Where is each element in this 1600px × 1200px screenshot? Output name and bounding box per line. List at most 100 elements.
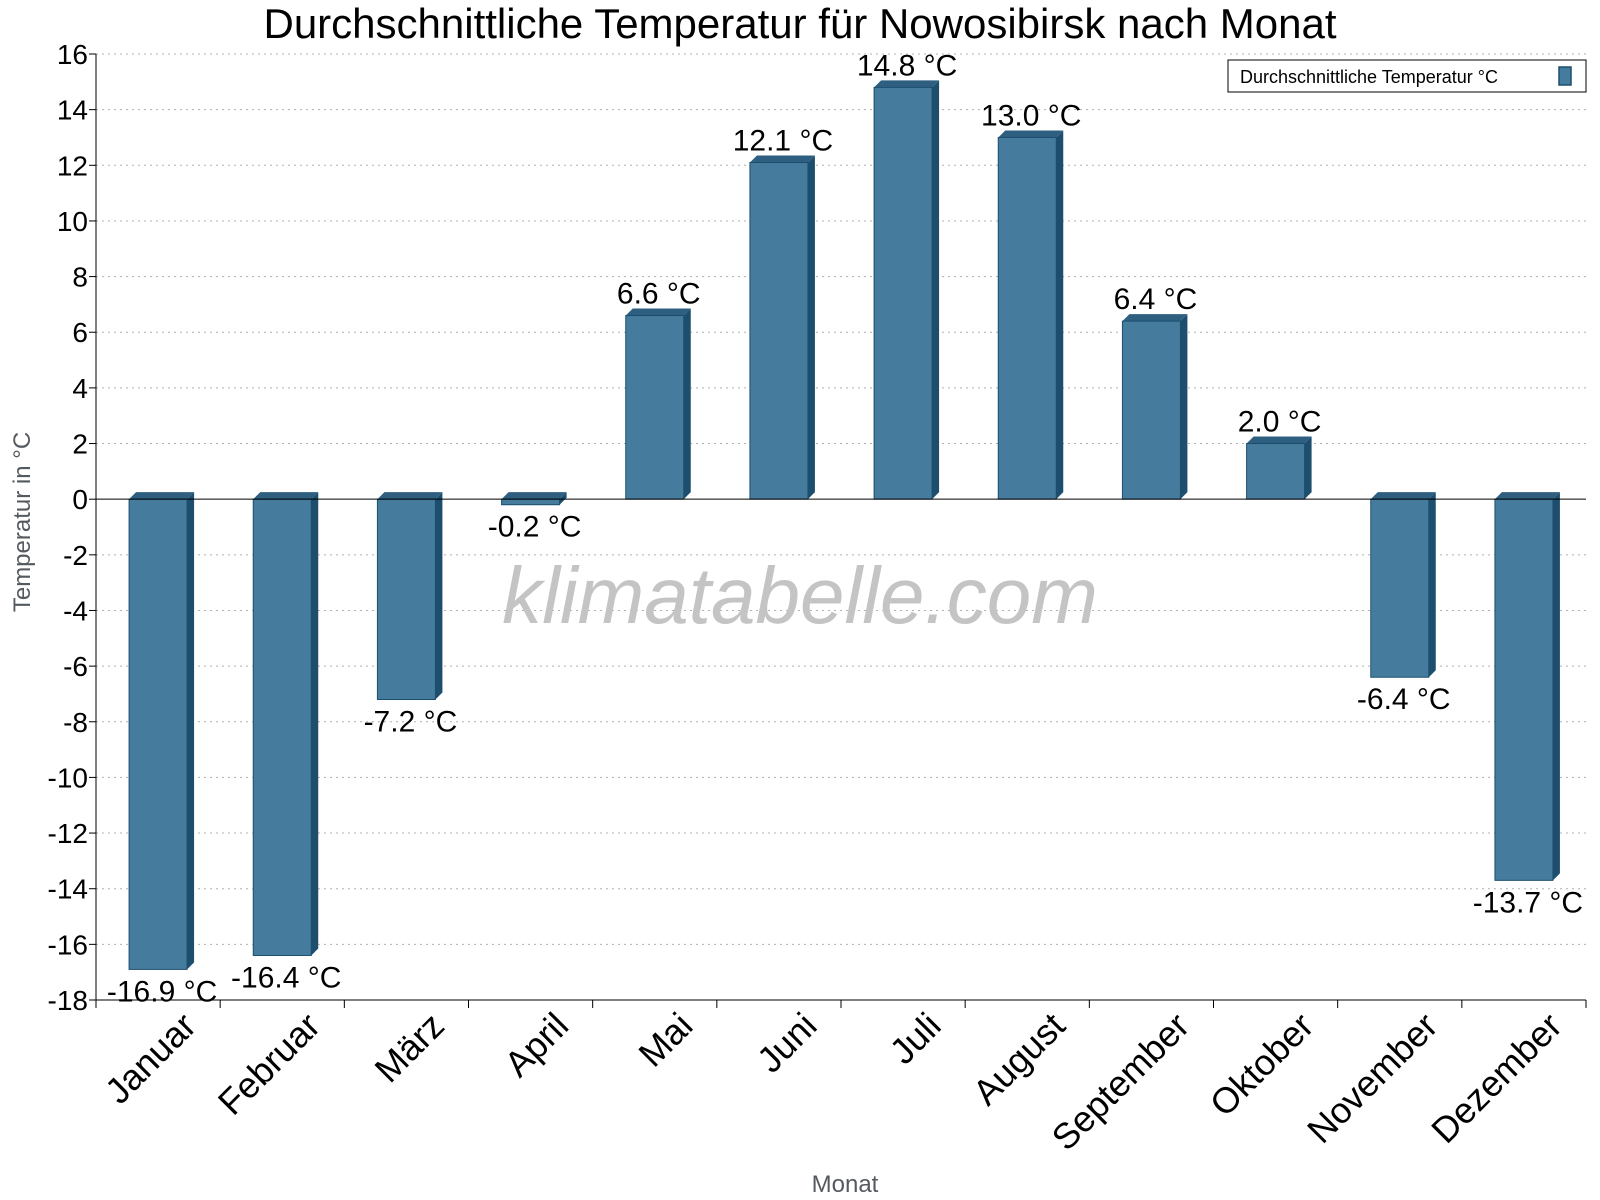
y-tick-label: -2 <box>63 540 88 571</box>
data-label: 6.4 °C <box>1114 283 1198 316</box>
x-category-label: November <box>1299 1005 1445 1151</box>
data-label: -0.2 °C <box>488 511 582 544</box>
bar-side <box>559 492 567 505</box>
y-tick-label: -12 <box>48 818 88 849</box>
bar-top <box>377 492 443 500</box>
bar-side <box>187 492 195 970</box>
bar-6 <box>749 155 815 500</box>
bar-side <box>1180 314 1188 500</box>
y-tick-label: -8 <box>63 707 88 738</box>
bar-face <box>128 498 188 970</box>
data-labels: -16.9 °C -16.4 °C -7.2 °C -0.2 °C 6.6 °C 12.1… <box>107 49 1583 1008</box>
chart-title: Durchschnittliche Temperatur für Nowosib… <box>263 0 1336 47</box>
data-label: 2.0 °C <box>1238 406 1322 439</box>
bar-7 <box>873 80 940 500</box>
bar-face <box>376 498 436 701</box>
bar-side <box>807 155 815 500</box>
y-tick-label: 0 <box>72 484 88 515</box>
bar-side <box>683 308 691 500</box>
bar-top <box>253 492 319 500</box>
x-category-label: Juli <box>882 1005 949 1072</box>
watermark: klimatabelle.com <box>502 551 1098 640</box>
bar-side <box>435 492 443 700</box>
y-tick-label: 12 <box>57 150 88 181</box>
x-category-label: Juni <box>749 1005 825 1081</box>
x-category-label: Oktober <box>1202 1005 1322 1125</box>
bar-top <box>501 492 567 500</box>
y-tick-label: -4 <box>63 595 88 626</box>
bar-face <box>252 498 312 956</box>
bar-face <box>501 498 561 506</box>
x-axis-title: Monat <box>812 1171 879 1198</box>
x-category-label: April <box>496 1005 576 1085</box>
y-tick-label: 16 <box>57 39 88 70</box>
bar-1 <box>128 492 195 970</box>
legend-swatch <box>1558 66 1572 86</box>
data-label: -16.9 °C <box>107 975 217 1008</box>
grid-lines <box>96 53 1586 1001</box>
data-label: 14.8 °C <box>857 49 957 82</box>
data-label: -6.4 °C <box>1357 683 1451 716</box>
legend-box <box>1227 59 1587 93</box>
bar-3 <box>376 492 443 701</box>
data-label: 12.1 °C <box>733 125 833 158</box>
bar-4 <box>501 492 567 506</box>
bar-top <box>129 492 195 500</box>
y-tick-label: -6 <box>63 651 88 682</box>
bar-11 <box>1370 492 1436 678</box>
data-label: -16.4 °C <box>231 961 341 994</box>
y-tick-label: -16 <box>48 929 88 960</box>
bar-face <box>997 136 1057 500</box>
bar-9 <box>1121 314 1188 500</box>
bar-face <box>1494 498 1554 881</box>
bar-side <box>932 80 940 500</box>
bar-top <box>1370 492 1436 500</box>
x-category-label: August <box>965 1005 1073 1113</box>
x-category-label: Mai <box>630 1005 700 1075</box>
x-category-label: Dezember <box>1423 1005 1569 1151</box>
y-tick-label: -10 <box>48 762 88 793</box>
bar-side <box>1428 492 1436 678</box>
bar-side <box>311 492 319 956</box>
bar-face <box>1121 320 1181 500</box>
bar-2 <box>252 492 319 956</box>
legend: Durchschnittliche Temperatur °C <box>1227 59 1587 93</box>
bar-8 <box>997 130 1064 500</box>
data-label: -13.7 °C <box>1473 886 1583 919</box>
bar-face <box>1246 443 1306 500</box>
bar-top <box>1246 436 1312 444</box>
bar-side <box>1552 492 1560 881</box>
bar-12 <box>1494 492 1560 881</box>
bar-top <box>1122 314 1188 322</box>
bar-10 <box>1246 436 1312 500</box>
x-category-label: Januar <box>97 1005 204 1112</box>
x-category-label: März <box>367 1005 453 1091</box>
bar-side <box>1304 436 1312 500</box>
bars <box>128 80 1560 970</box>
x-category-label: Februar <box>210 1005 328 1123</box>
bar-face <box>749 162 809 500</box>
bar-face <box>1370 498 1430 678</box>
y-tick-label: 10 <box>57 206 88 237</box>
y-tick-label: -14 <box>48 874 88 905</box>
data-label: -7.2 °C <box>364 706 458 739</box>
bar-top <box>1494 492 1560 500</box>
data-label: 6.6 °C <box>617 278 701 311</box>
bar-5 <box>625 308 691 500</box>
legend-entry-label: Durchschnittliche Temperatur °C <box>1240 67 1498 87</box>
y-tick-label: 2 <box>72 429 88 460</box>
y-tick-label: 4 <box>72 373 88 404</box>
bar-face <box>625 315 685 500</box>
bar-top <box>998 130 1064 138</box>
y-tick-label: -18 <box>48 985 88 1016</box>
bar-side <box>1056 130 1064 500</box>
bar-top <box>625 308 691 316</box>
y-tick-label: 6 <box>72 317 88 348</box>
bar-face <box>873 86 933 500</box>
bar-top <box>874 80 940 88</box>
y-axis-title: Temperatur in °C <box>9 432 36 612</box>
y-tick-label: 14 <box>57 95 88 126</box>
data-label: 13.0 °C <box>981 99 1081 132</box>
bar-top <box>749 155 815 163</box>
